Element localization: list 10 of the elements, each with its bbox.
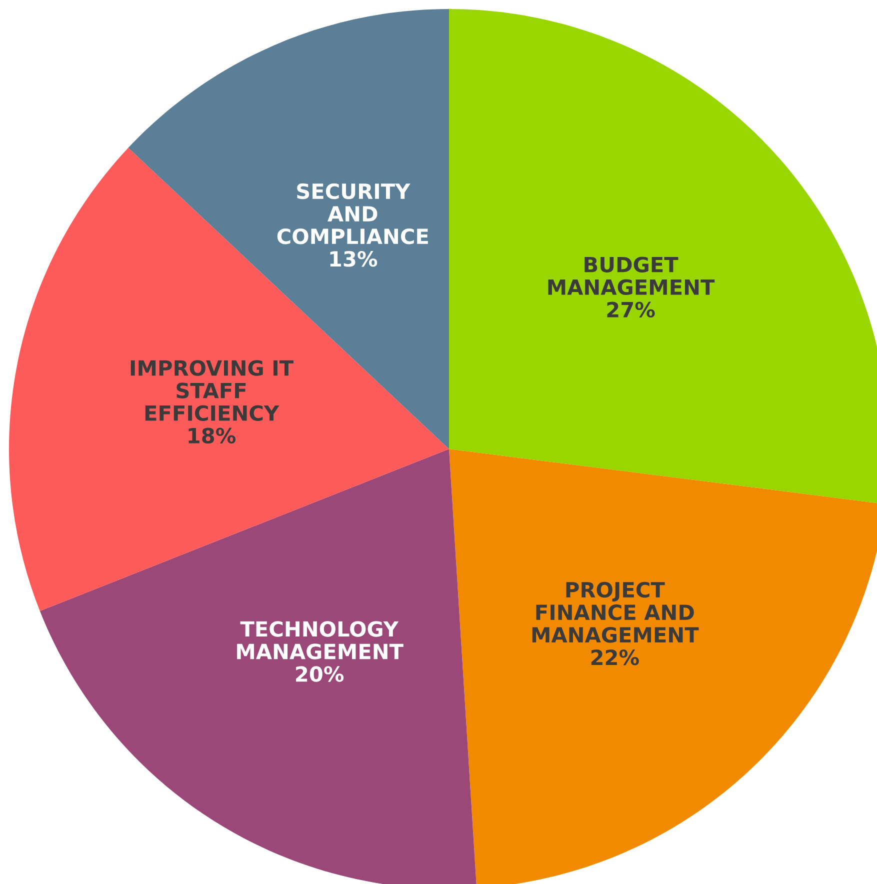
data-label: 18% <box>188 428 236 444</box>
slice-label: PROJECT FINANCE AND MANAGEMENT <box>532 582 699 643</box>
slice-label: TECHNOLOGY MANAGEMENT <box>237 621 404 660</box>
data-label: 27% <box>607 302 655 318</box>
slice-label: BUDGET MANAGEMENT <box>548 256 715 296</box>
slice-label: SECURITY AND COMPLIANCE <box>277 183 428 244</box>
data-label: 13% <box>330 250 378 267</box>
data-label: 22% <box>591 650 639 666</box>
slice-label: IMPROVING IT STAFF EFFICIENCY <box>130 360 294 421</box>
data-label: 20% <box>296 666 344 682</box>
